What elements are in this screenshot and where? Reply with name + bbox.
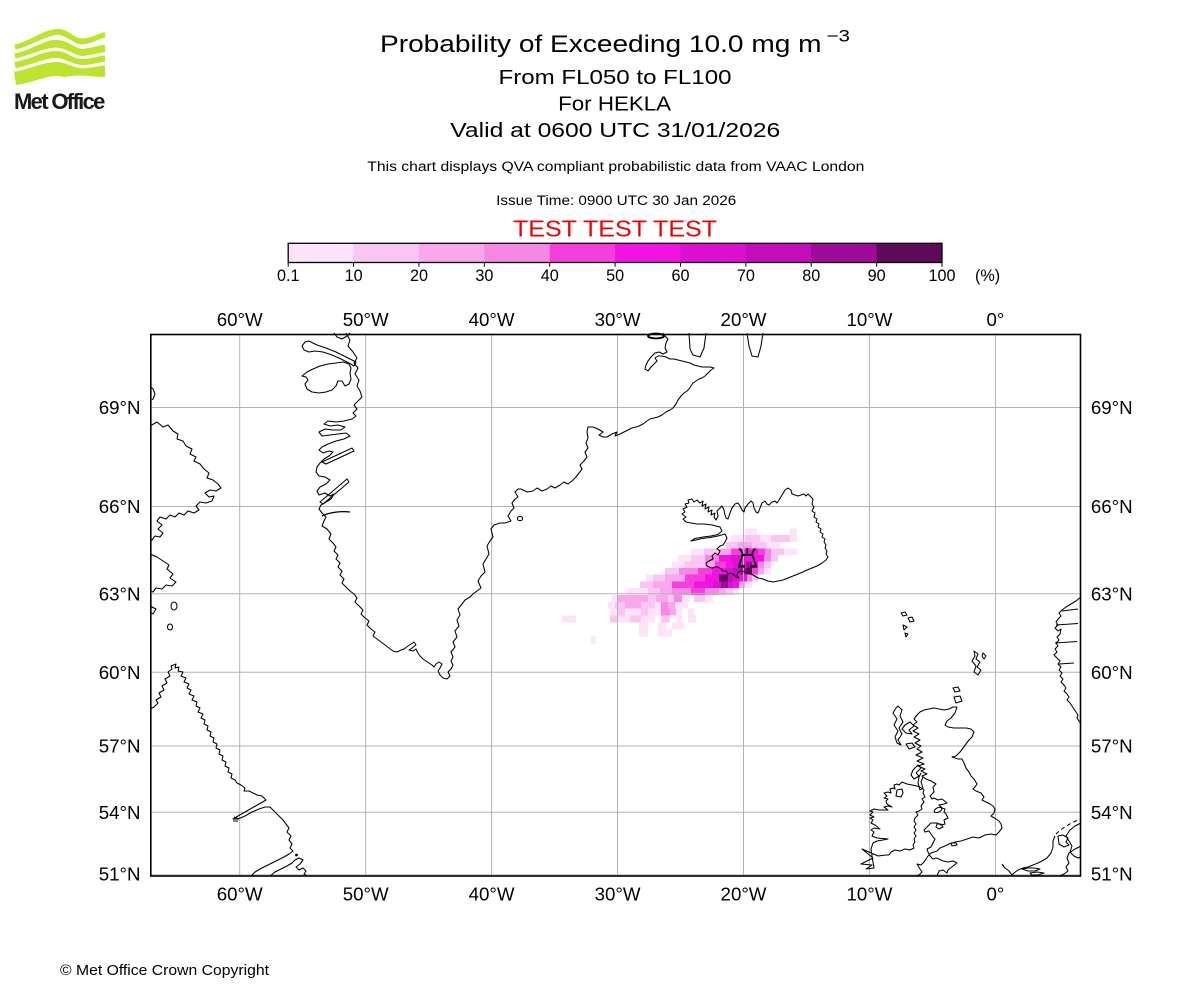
svg-text:For HEKLA: For HEKLA	[558, 93, 671, 115]
svg-text:Valid at 0600 UTC 31/01/2026: Valid at 0600 UTC 31/01/2026	[450, 120, 780, 142]
svg-text:Probability of Exceeding 10.0: Probability of Exceeding 10.0 mg m	[380, 31, 822, 58]
svg-text:63°N: 63°N	[99, 583, 141, 604]
svg-text:57°N: 57°N	[99, 736, 141, 757]
svg-text:66°N: 66°N	[99, 496, 141, 517]
svg-text:60°N: 60°N	[99, 662, 141, 683]
svg-text:© Met Office Crown Copyright: © Met Office Crown Copyright	[60, 962, 270, 979]
svg-text:69°N: 69°N	[1091, 397, 1133, 418]
svg-text:40: 40	[541, 267, 559, 285]
svg-text:51°N: 51°N	[1091, 864, 1133, 885]
svg-text:0°: 0°	[986, 884, 1004, 905]
svg-text:10°W: 10°W	[846, 309, 892, 330]
svg-text:TEST TEST TEST: TEST TEST TEST	[513, 216, 717, 242]
svg-text:50°W: 50°W	[343, 884, 389, 905]
svg-text:0.1: 0.1	[277, 267, 300, 285]
svg-text:30: 30	[475, 267, 493, 285]
svg-text:20°W: 20°W	[721, 309, 767, 330]
svg-text:0°: 0°	[986, 309, 1004, 330]
svg-text:Issue Time: 0900 UTC 30 Jan 20: Issue Time: 0900 UTC 30 Jan 2026	[496, 193, 736, 209]
svg-text:(%): (%)	[975, 267, 1000, 285]
svg-text:50: 50	[606, 267, 624, 285]
svg-text:69°N: 69°N	[99, 397, 141, 418]
svg-text:From FL050 to FL100: From FL050 to FL100	[499, 67, 732, 89]
svg-text:10°W: 10°W	[846, 884, 892, 905]
svg-text:Met Office: Met Office	[14, 89, 105, 114]
svg-text:60°N: 60°N	[1091, 662, 1133, 683]
svg-text:40°W: 40°W	[469, 309, 515, 330]
svg-text:This chart displays QVA compli: This chart displays QVA compliant probab…	[367, 159, 864, 175]
svg-text:54°N: 54°N	[99, 802, 141, 823]
svg-text:51°N: 51°N	[99, 864, 141, 885]
svg-text:63°N: 63°N	[1091, 583, 1133, 604]
svg-text:30°W: 30°W	[595, 884, 641, 905]
svg-text:30°W: 30°W	[595, 309, 641, 330]
svg-text:66°N: 66°N	[1091, 496, 1133, 517]
svg-text:60°W: 60°W	[217, 309, 263, 330]
svg-text:50°W: 50°W	[343, 309, 389, 330]
svg-text:60: 60	[671, 267, 689, 285]
svg-text:20°W: 20°W	[721, 884, 767, 905]
svg-text:90: 90	[868, 267, 886, 285]
svg-text:54°N: 54°N	[1091, 802, 1133, 823]
svg-text:10: 10	[345, 267, 363, 285]
svg-text:70: 70	[737, 267, 755, 285]
svg-text:57°N: 57°N	[1091, 736, 1133, 757]
svg-text:−3: −3	[827, 28, 851, 46]
svg-text:20: 20	[410, 267, 428, 285]
svg-text:40°W: 40°W	[469, 884, 515, 905]
svg-text:60°W: 60°W	[217, 884, 263, 905]
svg-text:80: 80	[802, 267, 820, 285]
svg-text:100: 100	[928, 267, 955, 285]
